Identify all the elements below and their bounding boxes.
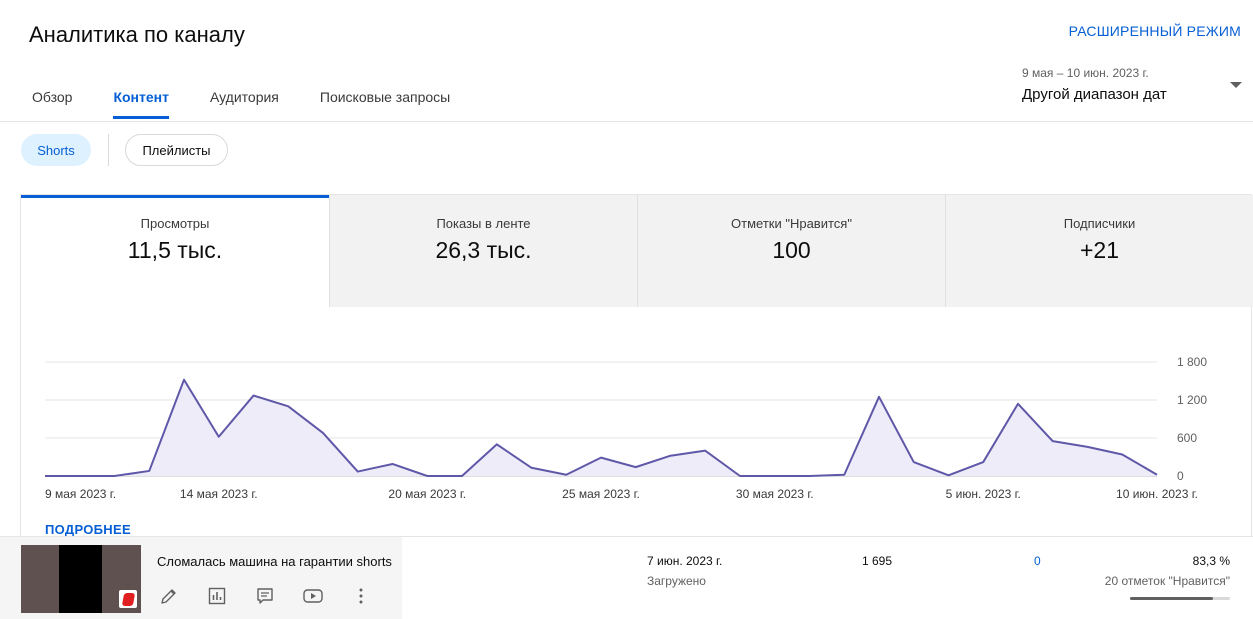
like-ratio: 83,3 % <box>1192 554 1230 568</box>
tab-overview[interactable]: Обзор <box>32 89 73 105</box>
metric-label: Отметки "Нравится" <box>731 216 852 231</box>
shorts-icon <box>119 590 137 608</box>
upload-status: Загружено <box>647 574 706 588</box>
chip-shorts[interactable]: Shorts <box>21 134 91 166</box>
tab-audience[interactable]: Аудитория <box>209 89 279 105</box>
views-chart[interactable]: 1 800 1 200 600 0 9 мая 2023 г. 14 мая 2023 г… <box>21 345 1251 505</box>
x-tick-label: 14 мая 2023 г. <box>180 487 258 501</box>
x-tick-label: 10 июн. 2023 г. <box>1116 487 1198 501</box>
x-tick-label: 30 мая 2023 г. <box>736 487 814 501</box>
like-ratio-bar <box>1130 597 1230 600</box>
metric-value: 100 <box>772 237 811 263</box>
metric-likes[interactable]: Отметки "Нравится" 100 <box>637 195 945 307</box>
advanced-mode-button[interactable]: РАСШИРЕННЫЙ РЕЖИМ <box>1068 23 1241 39</box>
x-tick-label: 25 мая 2023 г. <box>562 487 640 501</box>
date-range-label: Другой диапазон дат <box>1022 86 1167 103</box>
comments-count[interactable]: 0 <box>1034 554 1041 568</box>
y-tick-label: 0 <box>1177 469 1184 483</box>
metric-value: +21 <box>1079 237 1119 263</box>
tab-search-queries[interactable]: Поисковые запросы <box>319 89 451 105</box>
metric-label: Показы в ленте <box>436 216 531 231</box>
comments-icon[interactable] <box>253 584 277 608</box>
more-link[interactable]: ПОДРОБНЕЕ <box>45 522 131 537</box>
analytics-icon[interactable] <box>205 584 229 608</box>
metric-label: Просмотры <box>140 216 210 231</box>
date-range-picker[interactable]: 9 мая – 10 июн. 2023 г. Другой диапазон … <box>1022 66 1242 103</box>
metric-views[interactable]: Просмотры 11,5 тыс. <box>21 195 329 307</box>
metric-impressions[interactable]: Показы в ленте 26,3 тыс. <box>329 195 637 307</box>
views-count: 1 695 <box>862 554 893 568</box>
video-thumbnail[interactable] <box>21 545 141 613</box>
chip-playlists[interactable]: Плейлисты <box>125 134 228 166</box>
page-title: Аналитика по каналу <box>29 22 245 47</box>
analytics-card: Просмотры 11,5 тыс. Показы в ленте 26,3 … <box>20 194 1253 539</box>
x-tick-label: 9 мая 2023 г. <box>45 487 116 501</box>
video-actions <box>157 584 397 608</box>
metric-value: 26,3 тыс. <box>435 237 532 263</box>
y-tick-label: 1 800 <box>1177 355 1207 369</box>
likes-count: 20 отметок "Нравится" <box>1104 574 1230 588</box>
like-ratio-bar-fill <box>1130 597 1214 600</box>
y-tick-label: 600 <box>1177 431 1197 445</box>
y-tick-label: 1 200 <box>1177 393 1207 407</box>
publish-date: 7 июн. 2023 г. <box>647 554 723 568</box>
metric-value: 11,5 тыс. <box>127 237 223 263</box>
series-line <box>45 378 1158 477</box>
chip-divider <box>108 134 109 166</box>
youtube-icon[interactable] <box>301 584 325 608</box>
x-tick-label: 5 июн. 2023 г. <box>946 487 1021 501</box>
pencil-icon[interactable] <box>157 584 181 608</box>
tab-content[interactable]: Контент <box>113 89 169 119</box>
thumbnail-frame <box>59 545 102 613</box>
metric-subscribers[interactable]: Подписчики +21 <box>945 195 1253 307</box>
row-spacer <box>402 537 603 619</box>
more-vert-icon[interactable] <box>349 584 373 608</box>
x-tick-label: 20 мая 2023 г. <box>388 487 466 501</box>
date-range-value: 9 мая – 10 июн. 2023 г. <box>1022 66 1149 80</box>
metric-label: Подписчики <box>1063 216 1136 231</box>
video-title[interactable]: Сломалась машина на гарантии shorts <box>157 554 392 569</box>
table-row: Сломалась машина на гарантии shorts 7 ию… <box>0 536 1253 619</box>
tabs-bar: Обзор Контент Аудитория Поисковые запрос… <box>32 89 491 119</box>
caret-down-icon <box>1230 82 1242 88</box>
header-divider <box>0 121 1253 122</box>
series-area <box>45 379 1157 476</box>
